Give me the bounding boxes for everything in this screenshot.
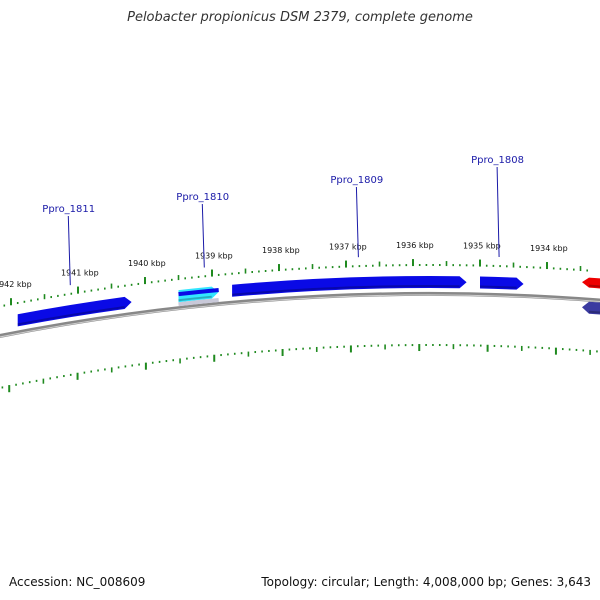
gene-ppro_1811[interactable] xyxy=(17,296,132,327)
gene-label-leader xyxy=(67,215,71,286)
genome-stats-text: Topology: circular; Length: 4,008,000 bp… xyxy=(261,575,591,589)
gene-ppro_1808[interactable] xyxy=(479,276,524,290)
tick-label: 1937 kbp xyxy=(329,243,367,252)
map-title: Pelobacter propionicus DSM 2379, complet… xyxy=(127,10,473,25)
gene-label-leader xyxy=(201,203,205,268)
gene-label[interactable]: Ppro_1808 xyxy=(471,155,524,166)
outer-tick-ring: 1942 kbp 1941 kbp 1940 kbp 1939 kbp 1938 kbp… xyxy=(0,241,589,307)
tick-label: 1936 kbp xyxy=(396,241,434,250)
gene-label-layer: Ppro_1811 Ppro_1810 Ppro_1809 Ppro_1808 xyxy=(42,155,524,286)
tick-label: 1939 kbp xyxy=(195,251,233,260)
tick-label: 1938 kbp xyxy=(262,246,300,255)
tick-label: 1942 kbp xyxy=(0,280,32,289)
gene-reverse[interactable] xyxy=(582,277,600,290)
gene-label-leader xyxy=(355,186,359,258)
gene-ppro_1810[interactable] xyxy=(178,286,219,307)
gene-ppro_1809[interactable] xyxy=(232,276,467,297)
tick-label: 1941 kbp xyxy=(61,268,99,277)
gene-label[interactable]: Ppro_1809 xyxy=(330,175,383,186)
gene-track xyxy=(17,276,600,327)
tick-label: 1934 kbp xyxy=(530,244,568,253)
accession-text: Accession: NC_008609 xyxy=(9,575,146,589)
gene-label[interactable]: Ppro_1811 xyxy=(42,204,95,215)
gene-label[interactable]: Ppro_1810 xyxy=(176,192,229,203)
genome-backbone xyxy=(0,292,600,339)
gene-label-leader xyxy=(496,166,500,258)
tick-label: 1940 kbp xyxy=(128,259,166,268)
inner-tick-ring xyxy=(1,344,598,393)
gene-reverse_dark[interactable] xyxy=(582,301,600,316)
tick-label: 1935 kbp xyxy=(463,242,501,251)
backbone-highlight xyxy=(0,294,600,338)
